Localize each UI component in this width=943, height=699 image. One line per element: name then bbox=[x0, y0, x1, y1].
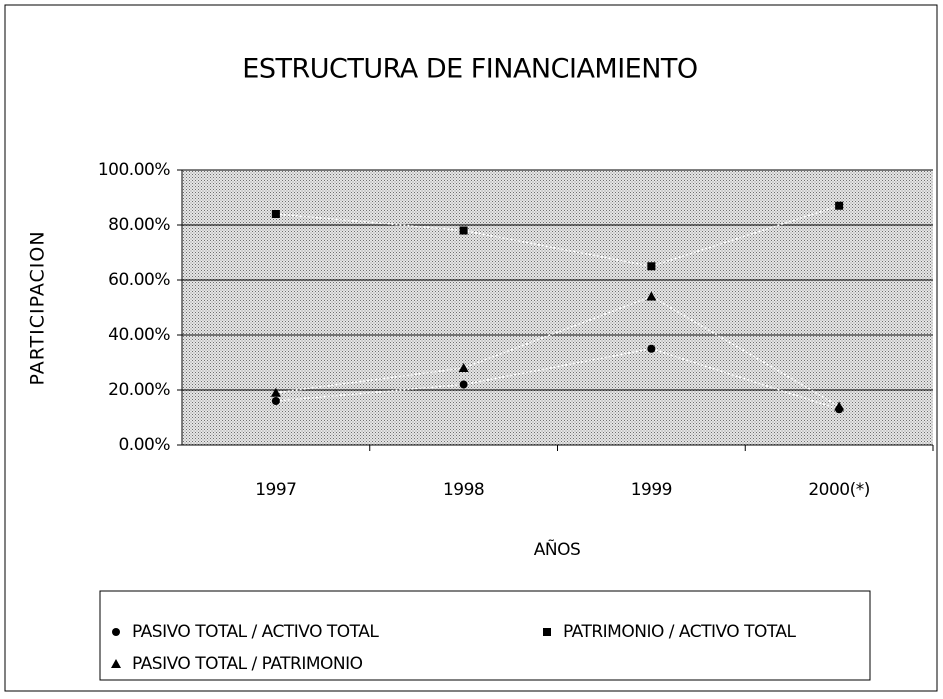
legend-marker bbox=[543, 628, 551, 636]
legend-marker bbox=[112, 628, 120, 636]
data-point bbox=[647, 262, 656, 271]
chart-title: ESTRUCTURA DE FINANCIAMIENTO bbox=[242, 54, 697, 85]
legend-box bbox=[99, 590, 871, 681]
data-point bbox=[270, 387, 281, 397]
y-tick-label: 40.00% bbox=[108, 325, 170, 345]
legend-marker bbox=[111, 659, 121, 668]
data-point bbox=[458, 363, 469, 372]
y-tick-label: 0.00% bbox=[118, 435, 170, 455]
x-tick-label: 1999 bbox=[631, 480, 672, 500]
data-point bbox=[459, 226, 468, 235]
y-tick-label: 100.00% bbox=[98, 160, 170, 180]
series-line bbox=[275, 295, 840, 408]
x-tick-label: 2000(*) bbox=[808, 480, 870, 500]
data-point bbox=[271, 210, 280, 218]
series-line bbox=[275, 347, 840, 410]
legend-label: PASIVO TOTAL / ACTIVO TOTAL bbox=[132, 622, 379, 642]
legend-label: PATRIMONIO / ACTIVO TOTAL bbox=[563, 622, 797, 642]
data-point bbox=[834, 401, 845, 411]
plot-area bbox=[182, 170, 933, 445]
y-tick-label: 20.00% bbox=[108, 380, 170, 400]
data-point bbox=[647, 344, 656, 353]
x-tick-label: 1997 bbox=[255, 480, 296, 500]
y-axis-label: PARTICIPACION bbox=[27, 230, 49, 385]
y-tick-label: 60.00% bbox=[108, 270, 170, 290]
data-point bbox=[271, 397, 280, 405]
data-point bbox=[835, 201, 844, 210]
legend-label: PASIVO TOTAL / PATRIMONIO bbox=[132, 654, 363, 674]
series-line bbox=[275, 205, 840, 268]
data-point bbox=[646, 291, 657, 301]
x-tick-label: 1998 bbox=[443, 480, 484, 500]
y-tick-label: 80.00% bbox=[108, 215, 170, 235]
data-point bbox=[459, 380, 468, 389]
x-axis-label: AÑOS bbox=[534, 538, 581, 560]
